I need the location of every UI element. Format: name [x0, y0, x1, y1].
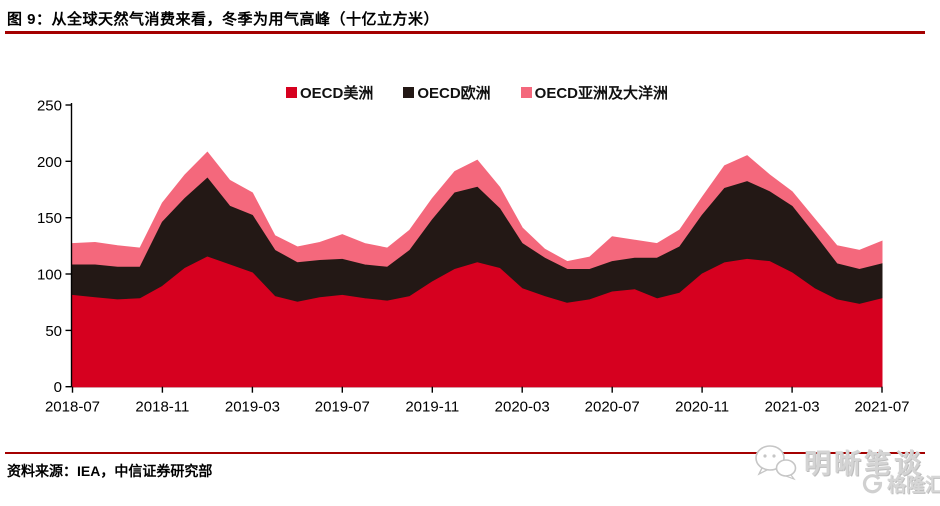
x-axis-label: 2020-07 — [585, 399, 640, 416]
y-axis-label: 100 — [37, 267, 62, 284]
footer-divider-rule — [5, 452, 925, 454]
y-axis-label: 250 — [37, 98, 62, 115]
legend-label-americas: OECD美洲 — [299, 84, 374, 102]
gelonghui-icon — [862, 474, 883, 494]
x-axis-label: 2021-03 — [765, 399, 820, 416]
x-axis-label: 2019-07 — [315, 399, 370, 416]
title-underline-rule — [5, 31, 925, 34]
wechat-bubbles-icon — [755, 444, 797, 480]
chart-legend: OECD美洲 OECD欧洲 OECD亚洲及大洋洲 — [72, 82, 882, 102]
y-axis-label: 200 — [37, 154, 62, 171]
area-oecd-americas — [72, 256, 883, 388]
figure-title: 图 9：从全球天然气消费来看，冬季为用气高峰（十亿立方米） — [7, 11, 440, 28]
legend-label-europe: OECD欧洲 — [417, 84, 491, 102]
gelonghui-text: 格隆汇 — [887, 475, 940, 496]
legend-swatch-asia-oceania — [520, 87, 532, 98]
gelonghui-logo: 格隆汇 — [862, 470, 940, 497]
x-axis-label: 2021-07 — [854, 399, 909, 416]
x-axis-label: 2018-11 — [135, 399, 189, 416]
legend-item-oecd-americas: OECD美洲 — [285, 82, 374, 103]
y-axis-label: 150 — [37, 210, 62, 227]
y-axis-label: 50 — [45, 323, 62, 340]
x-axis-label: 2020-03 — [495, 399, 550, 416]
x-axis-label: 2019-03 — [225, 399, 280, 416]
watermark-account-name: 明晰笔谈 — [804, 449, 924, 479]
y-axis-label: 0 — [54, 379, 62, 396]
source-note: 资料来源：IEA，中信证券研究部 — [7, 463, 213, 479]
legend-swatch-americas — [285, 87, 297, 98]
watermark: 明晰笔谈 — [752, 442, 924, 481]
legend-label-asia-oceania: OECD亚洲及大洋洲 — [534, 84, 669, 102]
x-axis-label: 2019-11 — [405, 399, 459, 416]
x-axis-label: 2020-11 — [675, 399, 729, 416]
legend-swatch-europe — [403, 87, 415, 98]
legend-item-oecd-asia-oceania: OECD亚洲及大洋洲 — [520, 82, 669, 103]
legend-item-oecd-europe: OECD欧洲 — [403, 82, 491, 103]
x-axis-label: 2018-07 — [45, 399, 100, 416]
